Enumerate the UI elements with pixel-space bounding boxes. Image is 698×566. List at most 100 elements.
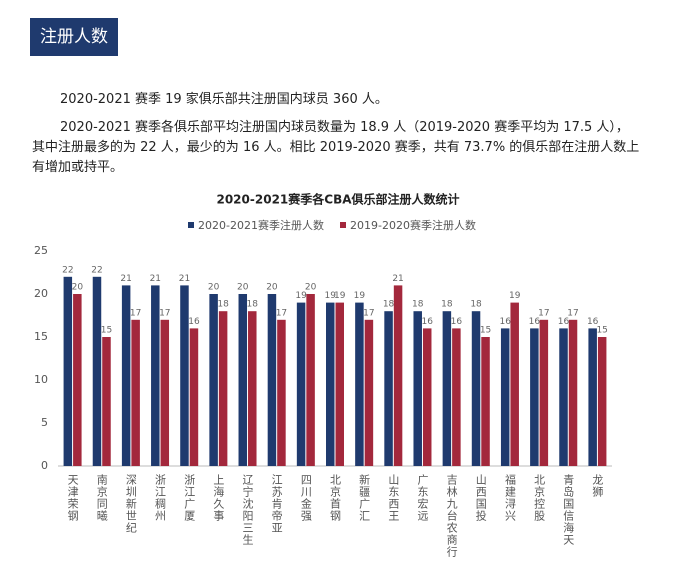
value-label: 16 [529,317,541,327]
value-label: 18 [412,300,424,310]
x-tick-label: 北京控股 [533,474,546,522]
value-label: 20 [305,283,317,293]
bar [296,302,306,466]
bar [238,294,248,466]
bar [218,311,228,466]
bar [471,311,481,466]
value-label: 16 [499,317,511,327]
value-label: 19 [334,291,346,301]
value-label: 21 [150,274,161,284]
chart: 2020-2021赛季各CBA俱乐部注册人数统计 0 5 10 15 20 25 2020-… [34,192,612,558]
bar [384,311,393,466]
value-label: 21 [179,274,190,284]
chart-title: 2020-2021赛季各CBA俱乐部注册人数统计 [216,192,459,207]
bar [510,302,519,466]
bar [413,311,422,466]
value-label: 20 [266,283,278,293]
value-label: 16 [421,317,433,327]
x-tick-label: 四川金强 [299,474,312,522]
y-tick-label: 20 [34,287,48,300]
x-tick-label: 浙江稠州 [154,474,167,522]
bar [306,294,315,466]
legend-label: 2019-2020赛季注册人数 [350,218,476,232]
bar [189,328,199,466]
bar [588,328,597,466]
bar [73,294,82,466]
bar [335,302,344,466]
bar [530,328,539,466]
x-tick-label: 江苏肯帝亚 [270,474,283,534]
bar [63,276,73,466]
bar [151,285,160,466]
value-label: 19 [509,291,521,301]
x-tick-label: 深圳新世纪 [124,474,137,534]
x-tick-label: 天津荣钢 [66,474,79,522]
value-label: 21 [120,274,131,284]
y-tick-label: 15 [34,330,48,343]
x-tick-label: 辽宁沈阳三生 [241,474,254,546]
value-label: 21 [392,274,403,284]
bar [597,337,607,466]
bar [180,285,189,466]
paragraph: 2020-2021 赛季各俱乐部平均注册国内球员数量为 18.9 人（2019-… [32,120,640,175]
value-label: 17 [538,308,549,318]
bar [452,328,461,466]
value-label: 18 [383,300,395,310]
bar [102,337,111,466]
value-label: 18 [441,300,453,310]
legend-swatch [188,222,194,228]
value-label: 22 [62,265,73,275]
value-label: 19 [295,291,307,301]
value-label: 15 [480,326,491,336]
x-tick-label: 山西国投 [474,474,487,522]
value-label: 17 [130,308,141,318]
y-tick-label: 5 [41,416,48,429]
value-label: 22 [91,265,102,275]
bar [131,319,140,466]
value-label: 18 [217,300,229,310]
bar [422,328,432,466]
x-tick-label: 上海久事 [212,474,225,522]
value-label: 16 [188,317,200,327]
x-tick-label: 吉林九台农商行 [445,474,458,558]
value-label: 16 [451,317,463,327]
y-tick-label: 0 [41,459,48,472]
bar [248,311,257,466]
value-label: 19 [354,291,366,301]
x-tick-label: 浙江广厦 [183,474,196,522]
value-label: 16 [558,317,570,327]
x-tick-label: 新疆广汇 [358,473,371,522]
value-label: 19 [325,291,337,301]
bar [481,337,490,466]
x-tick-label: 青岛国信海天 [562,474,575,546]
x-tick-label: 北京首钢 [329,474,342,522]
value-label: 15 [101,326,112,336]
y-tick-label: 25 [34,244,48,257]
value-label: 17 [567,308,578,318]
value-label: 20 [237,283,249,293]
legend-label: 2020-2021赛季注册人数 [198,218,324,232]
value-label: 17 [363,308,374,318]
bar [442,311,452,466]
bar [267,294,277,466]
value-label: 15 [596,326,607,336]
value-label: 16 [587,317,599,327]
value-label: 17 [276,308,287,318]
x-tick-label: 山东西王 [387,474,400,522]
value-label: 17 [159,308,170,318]
bar [364,319,374,466]
bar [326,302,335,466]
bar [121,285,131,466]
bar [209,294,218,466]
bar [500,328,510,466]
bar [539,319,549,466]
value-label: 20 [208,283,220,293]
bar [355,302,364,466]
section-title: 注册人数 [30,18,118,56]
bar [160,319,170,466]
bar [568,319,578,466]
x-tick-label: 广东宏远 [416,474,429,522]
value-label: 18 [470,300,482,310]
value-label: 20 [72,283,84,293]
